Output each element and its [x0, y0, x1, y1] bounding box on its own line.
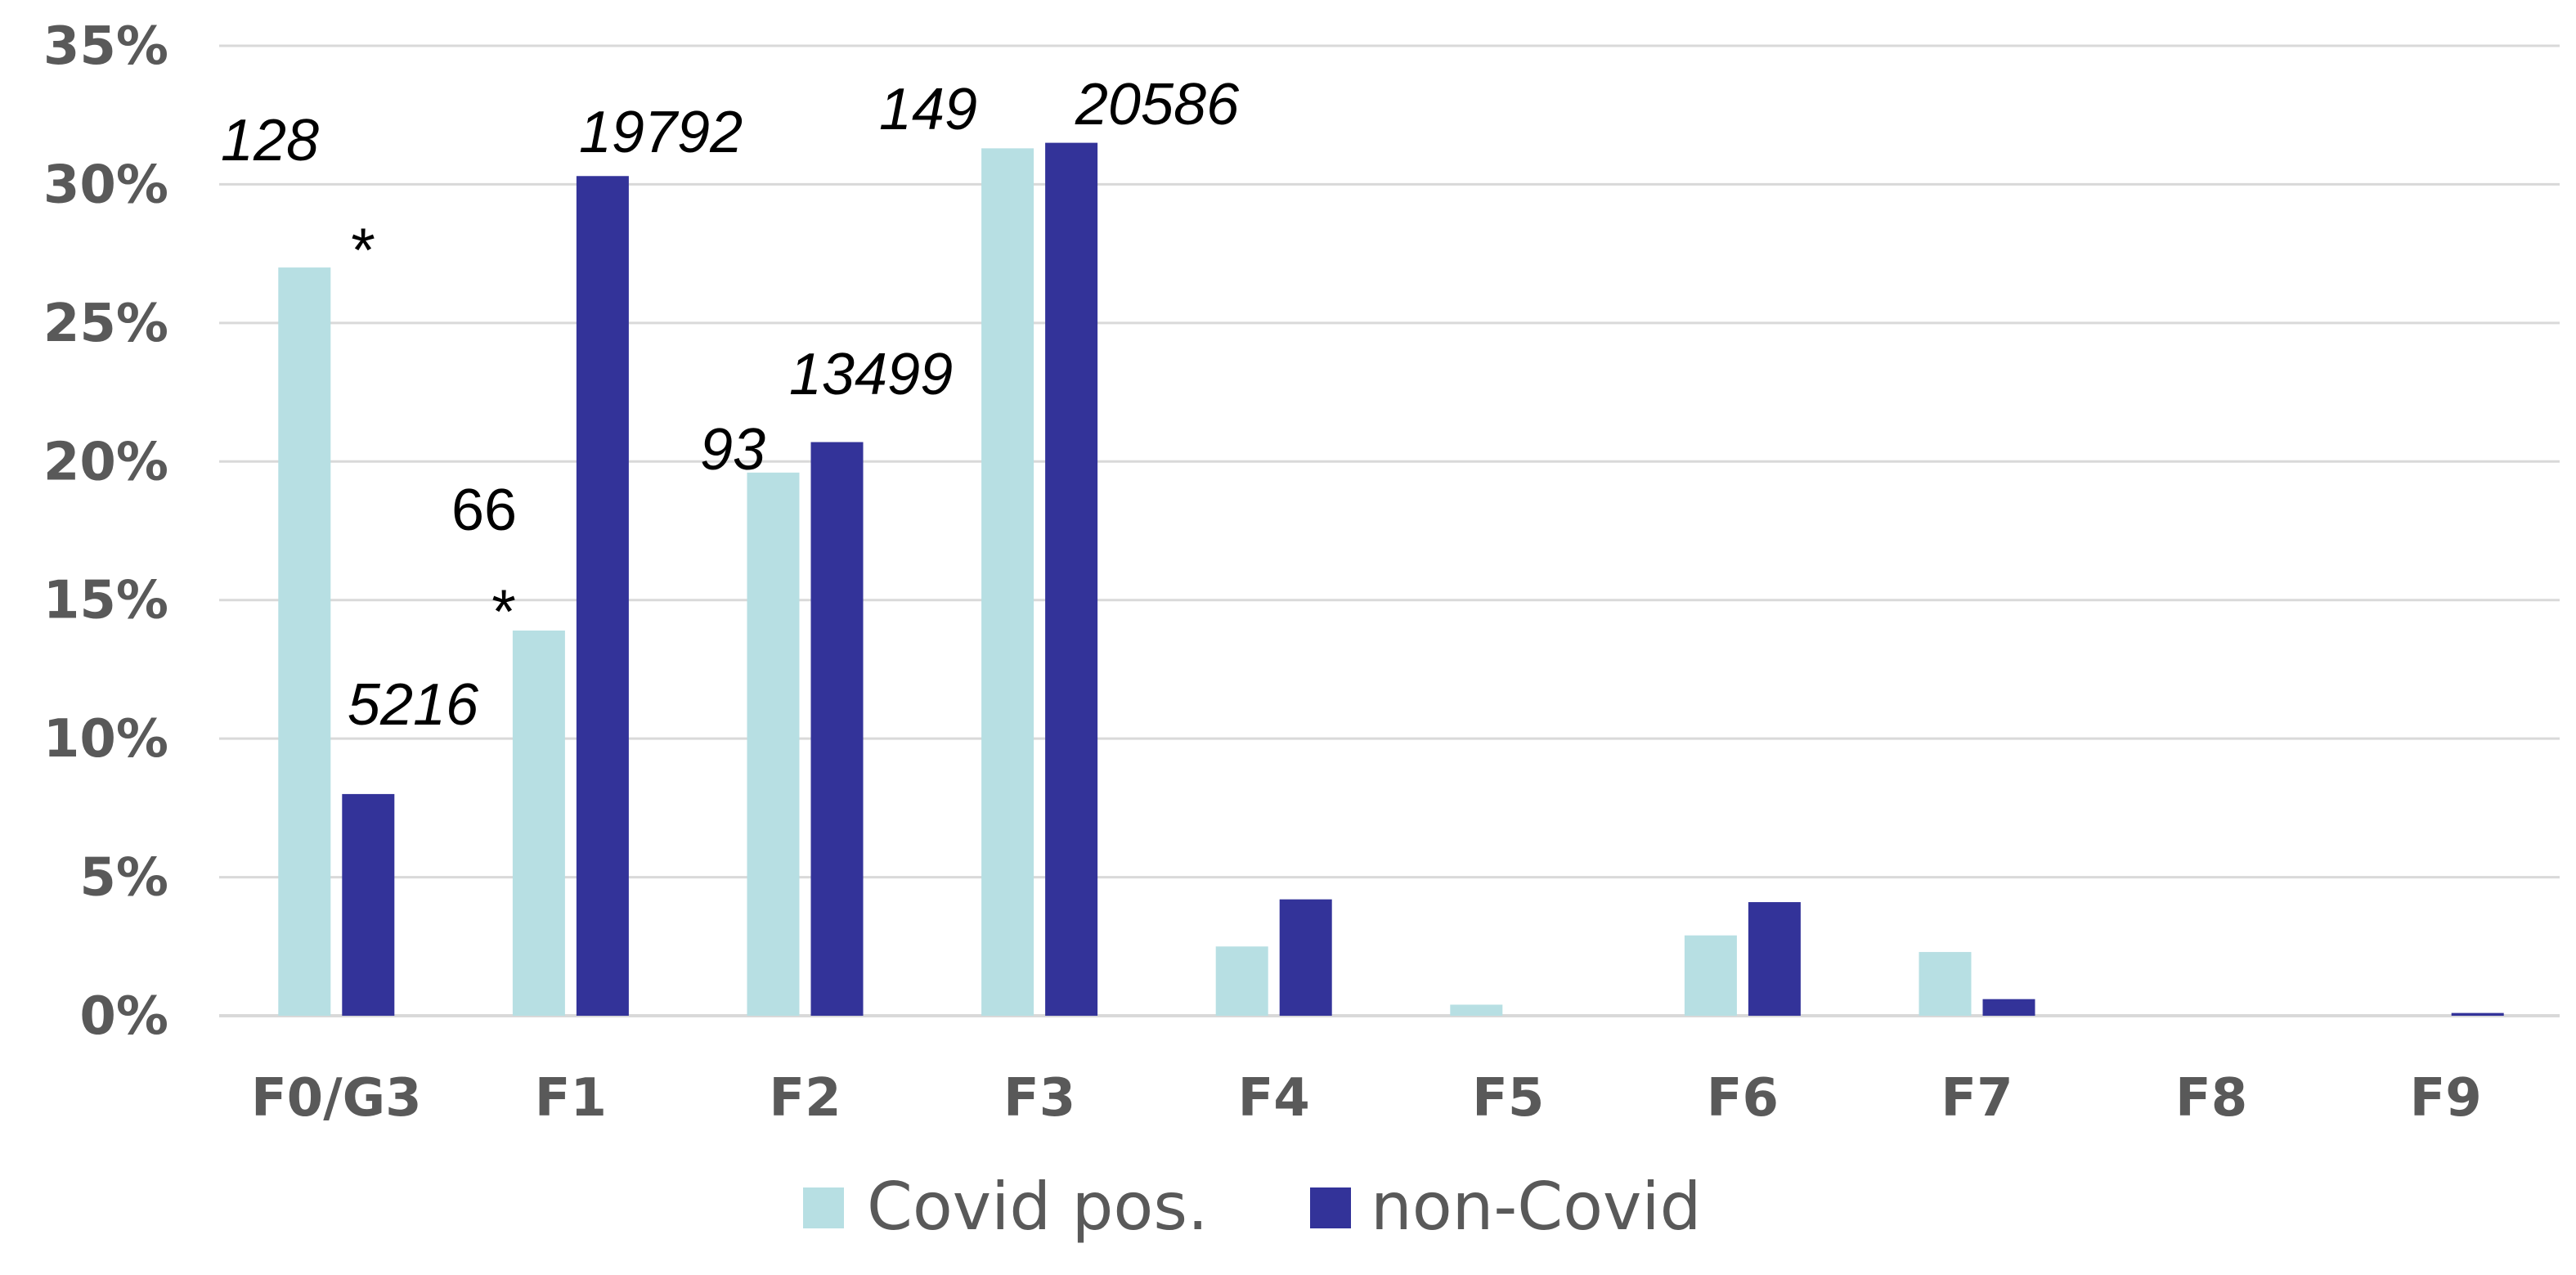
bar-covid-pos-f2 — [747, 472, 800, 1016]
data-label: 19792 — [579, 100, 743, 165]
data-label: 20586 — [1075, 72, 1240, 137]
x-tick-label: F3 — [1003, 1068, 1075, 1129]
bar-covid-pos-f5 — [1450, 1004, 1503, 1016]
bar-covid-pos-f7 — [1919, 952, 1972, 1016]
legend-swatch — [803, 1187, 844, 1228]
bar-non-covid-f1 — [576, 176, 629, 1017]
gridlines — [219, 44, 2560, 1017]
x-tick-label: F7 — [1941, 1068, 2013, 1129]
y-tick-label: 15% — [43, 571, 168, 631]
data-labels: 128 5216 66 19792 93 13499 149 20586 * * — [221, 72, 1240, 738]
y-tick-label: 25% — [43, 294, 168, 354]
y-axis-ticks: 0% 5% 10% 15% 20% 25% 30% 35% — [43, 16, 168, 1047]
data-label: 5216 — [348, 672, 479, 738]
data-label: 66 — [451, 478, 517, 543]
x-tick-label: F2 — [769, 1068, 841, 1129]
data-label: 149 — [879, 77, 977, 142]
legend-swatch — [1310, 1187, 1351, 1228]
legend-label: non-Covid — [1371, 1169, 1701, 1245]
y-tick-label: 35% — [43, 16, 168, 77]
bar-non-covid-f6 — [1748, 902, 1801, 1016]
significance-star: * — [491, 577, 516, 647]
legend-label: Covid pos. — [867, 1169, 1208, 1245]
x-tick-label: F1 — [535, 1068, 607, 1129]
x-axis-ticks: F0/G3 F1 F2 F3 F4 F5 F6 F7 F8 F9 — [251, 1068, 2482, 1129]
significance-star: * — [351, 216, 375, 285]
y-tick-label: 5% — [79, 848, 168, 909]
y-tick-label: 20% — [43, 432, 168, 492]
x-tick-label: F6 — [1707, 1068, 1779, 1129]
bar-non-covid-f4 — [1279, 899, 1332, 1016]
bar-covid-pos-f4 — [1215, 946, 1268, 1016]
bar-non-covid-f3 — [1045, 142, 1098, 1017]
bar-covid-pos-f3 — [981, 148, 1034, 1016]
bars — [278, 142, 2504, 1017]
data-label: 13499 — [789, 342, 953, 407]
x-tick-label: F9 — [2410, 1068, 2482, 1129]
bar-covid-pos-f0-g3 — [278, 267, 331, 1017]
bar-non-covid-f9 — [2451, 1012, 2504, 1016]
x-tick-label: F4 — [1238, 1068, 1310, 1129]
bar-covid-pos-f1 — [512, 630, 565, 1016]
bar-non-covid-f0-g3 — [342, 793, 395, 1016]
y-tick-label: 30% — [43, 155, 168, 215]
data-label: 93 — [700, 417, 765, 483]
legend: Covid pos. non-Covid — [803, 1169, 1701, 1245]
x-tick-label: F5 — [1472, 1068, 1544, 1129]
bar-non-covid-f2 — [810, 442, 864, 1016]
x-tick-label: F0/G3 — [251, 1068, 422, 1129]
bar-covid-pos-f6 — [1684, 935, 1737, 1016]
bar-non-covid-f7 — [1982, 999, 2035, 1016]
x-tick-label: F8 — [2175, 1068, 2247, 1129]
y-tick-label: 10% — [43, 709, 168, 770]
data-label: 128 — [221, 108, 319, 173]
y-tick-label: 0% — [79, 986, 168, 1047]
